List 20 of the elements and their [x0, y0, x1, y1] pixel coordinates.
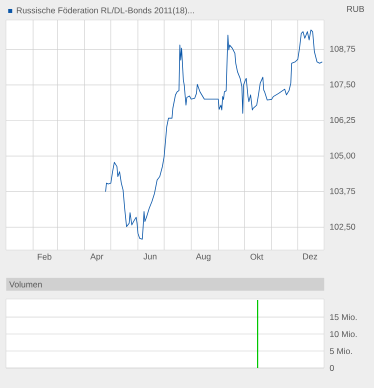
legend-label: Russische Föderation RL/DL-Bonds 2011(18)...	[16, 7, 194, 16]
x-tick-label: Okt	[250, 254, 264, 260]
line-series	[105, 30, 323, 240]
y-tick-label: 10 Mio.	[330, 330, 357, 338]
text: RUB	[347, 6, 364, 12]
y-tick-label: 103,75	[330, 188, 356, 196]
chart-title: Volumen	[9, 281, 42, 288]
x-tick-label: Dez	[303, 254, 318, 260]
y-tick-label: 107,50	[330, 81, 356, 88]
y-tick-label: 106,25	[330, 116, 356, 124]
y-tick-label: 0	[330, 364, 334, 372]
y-tick-label: 102,50	[330, 224, 356, 231]
y-tick-label: 15 Mio.	[330, 314, 357, 320]
x-tick-label: Jun	[143, 254, 156, 260]
x-tick-label: Feb	[38, 254, 52, 260]
y-tick-label: 108,75	[330, 46, 356, 53]
y-tick-label: 5 Mio.	[330, 348, 352, 354]
x-tick-label: Apr	[90, 254, 104, 262]
y-tick-label: 105,00	[330, 152, 356, 160]
x-tick-label: Aug	[196, 254, 210, 262]
